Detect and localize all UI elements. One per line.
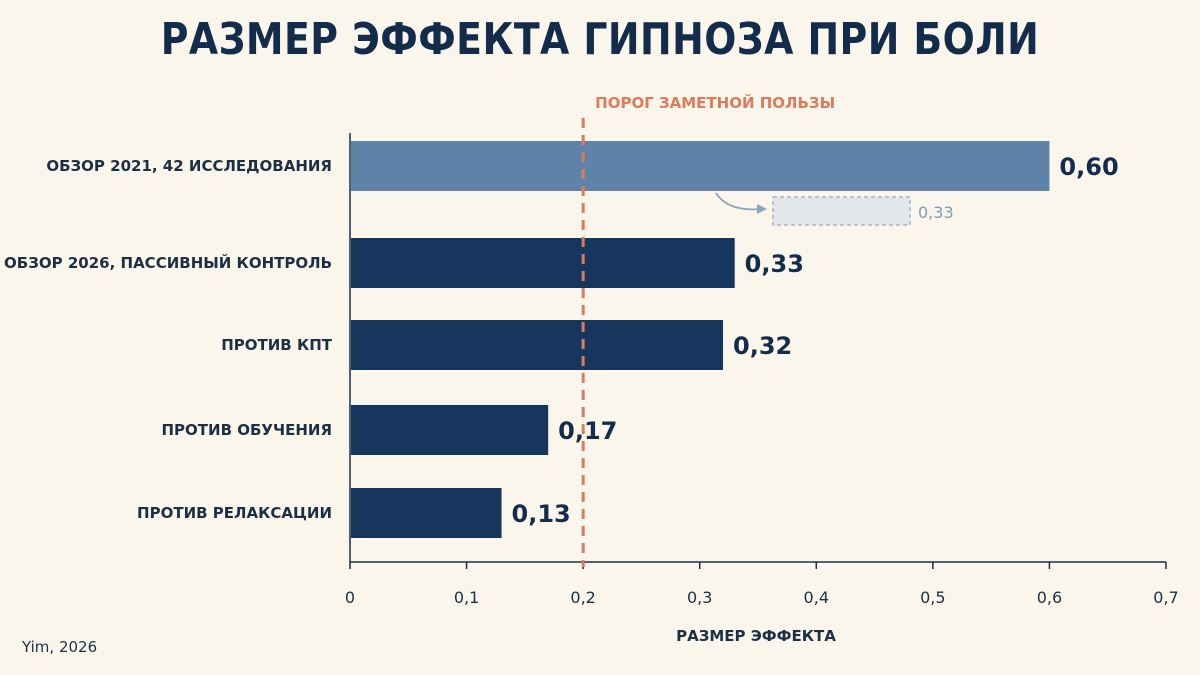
x-tick-label: 0,2 — [570, 588, 595, 607]
x-tick-label: 0,4 — [804, 588, 829, 607]
arrow-head — [757, 204, 767, 214]
value-label: 0,13 — [512, 500, 571, 528]
x-tick-label: 0 — [345, 588, 355, 607]
bar — [351, 238, 735, 288]
x-tick-label: 0,3 — [687, 588, 712, 607]
ghost-bar — [772, 196, 911, 226]
value-label: 0,17 — [558, 417, 617, 445]
ghost-value-label: 0,33 — [918, 203, 954, 222]
x-tick-label: 0,6 — [1037, 588, 1062, 607]
x-axis-label: РАЗМЕР ЭФФЕКТА — [676, 627, 836, 645]
bar — [351, 405, 549, 455]
threshold-label: ПОРОГ ЗАМЕТНОЙ ПОЛЬЗЫ — [595, 93, 835, 112]
x-tick-label: 0,7 — [1153, 588, 1178, 607]
bar — [351, 141, 1050, 191]
x-tick-label: 0,5 — [920, 588, 945, 607]
x-tick-label: 0,1 — [454, 588, 479, 607]
category-label: ОБЗОР 2021, 42 ИССЛЕДОВАНИЯ — [46, 157, 332, 175]
category-label: ПРОТИВ КПТ — [221, 336, 333, 354]
threshold-layer: ПОРОГ ЗАМЕТНОЙ ПОЛЬЗЫ — [581, 93, 835, 567]
source-credit: Yim, 2026 — [22, 638, 98, 656]
value-label: 0,33 — [745, 250, 804, 278]
bar — [351, 320, 724, 370]
category-label: ПРОТИВ ОБУЧЕНИЯ — [161, 421, 332, 439]
value-label: 0,32 — [733, 332, 792, 360]
bar — [351, 488, 502, 538]
bars-layer: ОБЗОР 2021, 42 ИССЛЕДОВАНИЯ 0,60 ОБЗОР 202… — [4, 141, 1119, 538]
chart-title: РАЗМЕР ЭФФЕКТА ГИПНОЗА ПРИ БОЛИ — [160, 14, 1040, 65]
annotation-arrow — [715, 192, 763, 211]
category-label: ПРОТИВ РЕЛАКСАЦИИ — [137, 504, 332, 522]
category-label: ОБЗОР 2026, ПАССИВНЫЙ КОНТРОЛЬ — [4, 253, 332, 272]
value-label: 0,60 — [1059, 153, 1118, 181]
x-axis: 0 0,1 0,2 0,3 0,4 0,5 0,6 0,7 — [345, 133, 1179, 607]
annotation-layer: 0,33 — [715, 192, 954, 226]
